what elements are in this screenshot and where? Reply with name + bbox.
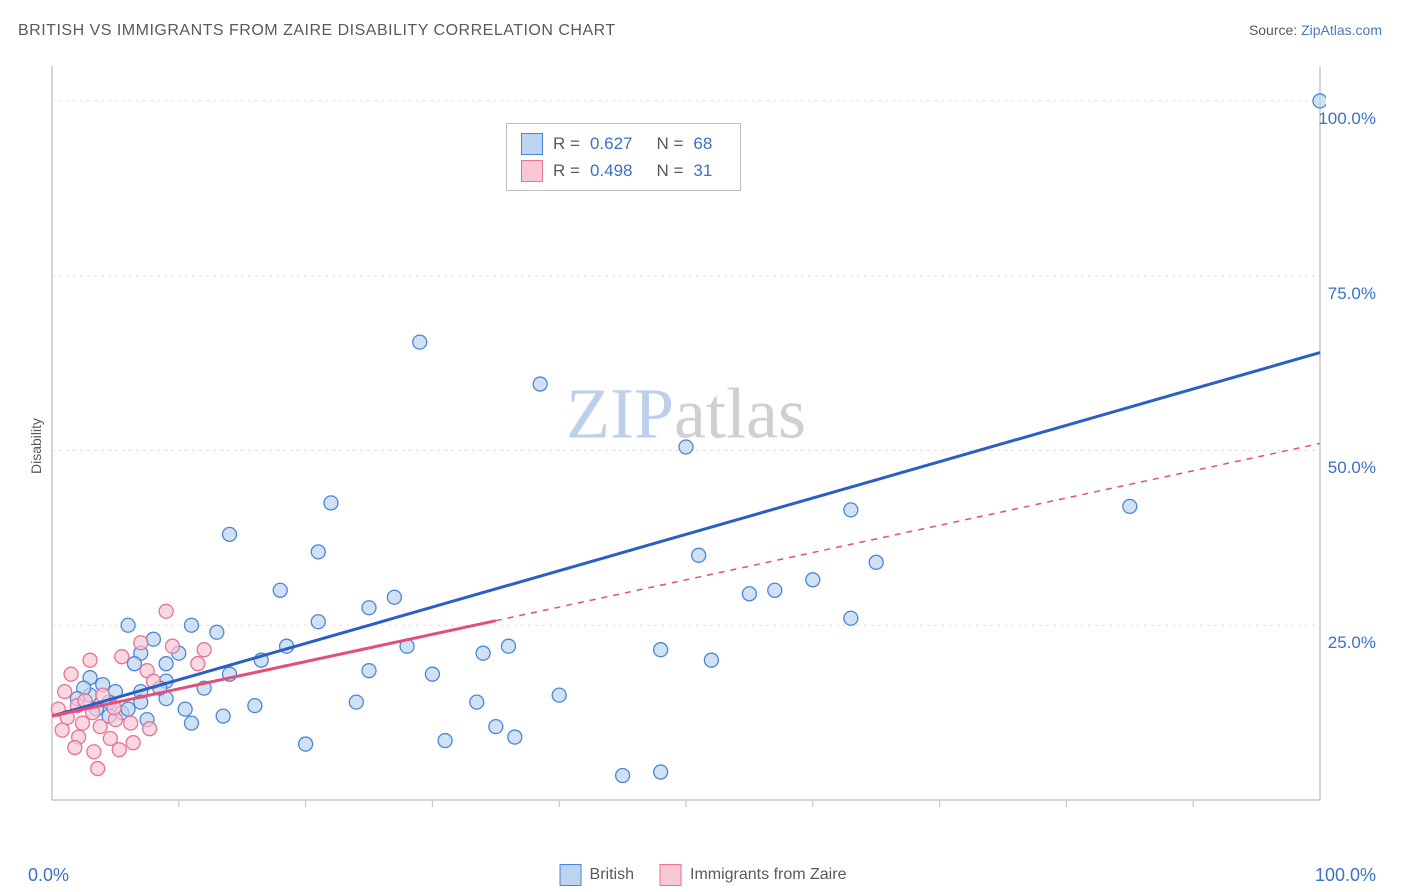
stat-row-zaire: R = 0.498 N = 31 bbox=[521, 157, 726, 184]
source-link[interactable]: ZipAtlas.com bbox=[1301, 22, 1382, 38]
x-axis-max-label: 100.0% bbox=[1315, 865, 1376, 886]
legend-label: Immigrants from Zaire bbox=[690, 866, 846, 884]
legend: British Immigrants from Zaire bbox=[560, 864, 847, 886]
stat-r-value: 0.627 bbox=[590, 130, 633, 157]
chart-title: BRITISH VS IMMIGRANTS FROM ZAIRE DISABIL… bbox=[18, 22, 616, 40]
legend-item-zaire: Immigrants from Zaire bbox=[660, 864, 846, 886]
source-attribution: Source: ZipAtlas.com bbox=[1249, 22, 1382, 38]
stat-row-british: R = 0.627 N = 68 bbox=[521, 130, 726, 157]
swatch-british bbox=[521, 133, 543, 155]
y-tick-label: 75.0% bbox=[1328, 284, 1376, 304]
correlation-stats-box: R = 0.627 N = 68 R = 0.498 N = 31 bbox=[506, 123, 741, 191]
legend-swatch-zaire bbox=[660, 864, 682, 886]
legend-item-british: British bbox=[560, 864, 634, 886]
stat-r-label: R = bbox=[553, 157, 580, 184]
x-axis-min-label: 0.0% bbox=[28, 865, 69, 886]
legend-label: British bbox=[590, 866, 634, 884]
stat-n-label: N = bbox=[656, 130, 683, 157]
source-prefix: Source: bbox=[1249, 22, 1301, 38]
stat-r-label: R = bbox=[553, 130, 580, 157]
stat-n-value: 31 bbox=[693, 157, 712, 184]
chart-container: BRITISH VS IMMIGRANTS FROM ZAIRE DISABIL… bbox=[0, 0, 1406, 892]
stat-n-value: 68 bbox=[693, 130, 712, 157]
swatch-zaire bbox=[521, 160, 543, 182]
stat-r-value: 0.498 bbox=[590, 157, 633, 184]
y-axis-label: Disability bbox=[28, 418, 44, 474]
y-tick-label: 25.0% bbox=[1328, 633, 1376, 653]
stat-n-label: N = bbox=[656, 157, 683, 184]
plot-area: ZIPatlas R = 0.627 N = 68 R = 0.498 N = … bbox=[46, 60, 1326, 830]
y-tick-label: 50.0% bbox=[1328, 458, 1376, 478]
y-tick-label: 100.0% bbox=[1318, 109, 1376, 129]
legend-swatch-british bbox=[560, 864, 582, 886]
